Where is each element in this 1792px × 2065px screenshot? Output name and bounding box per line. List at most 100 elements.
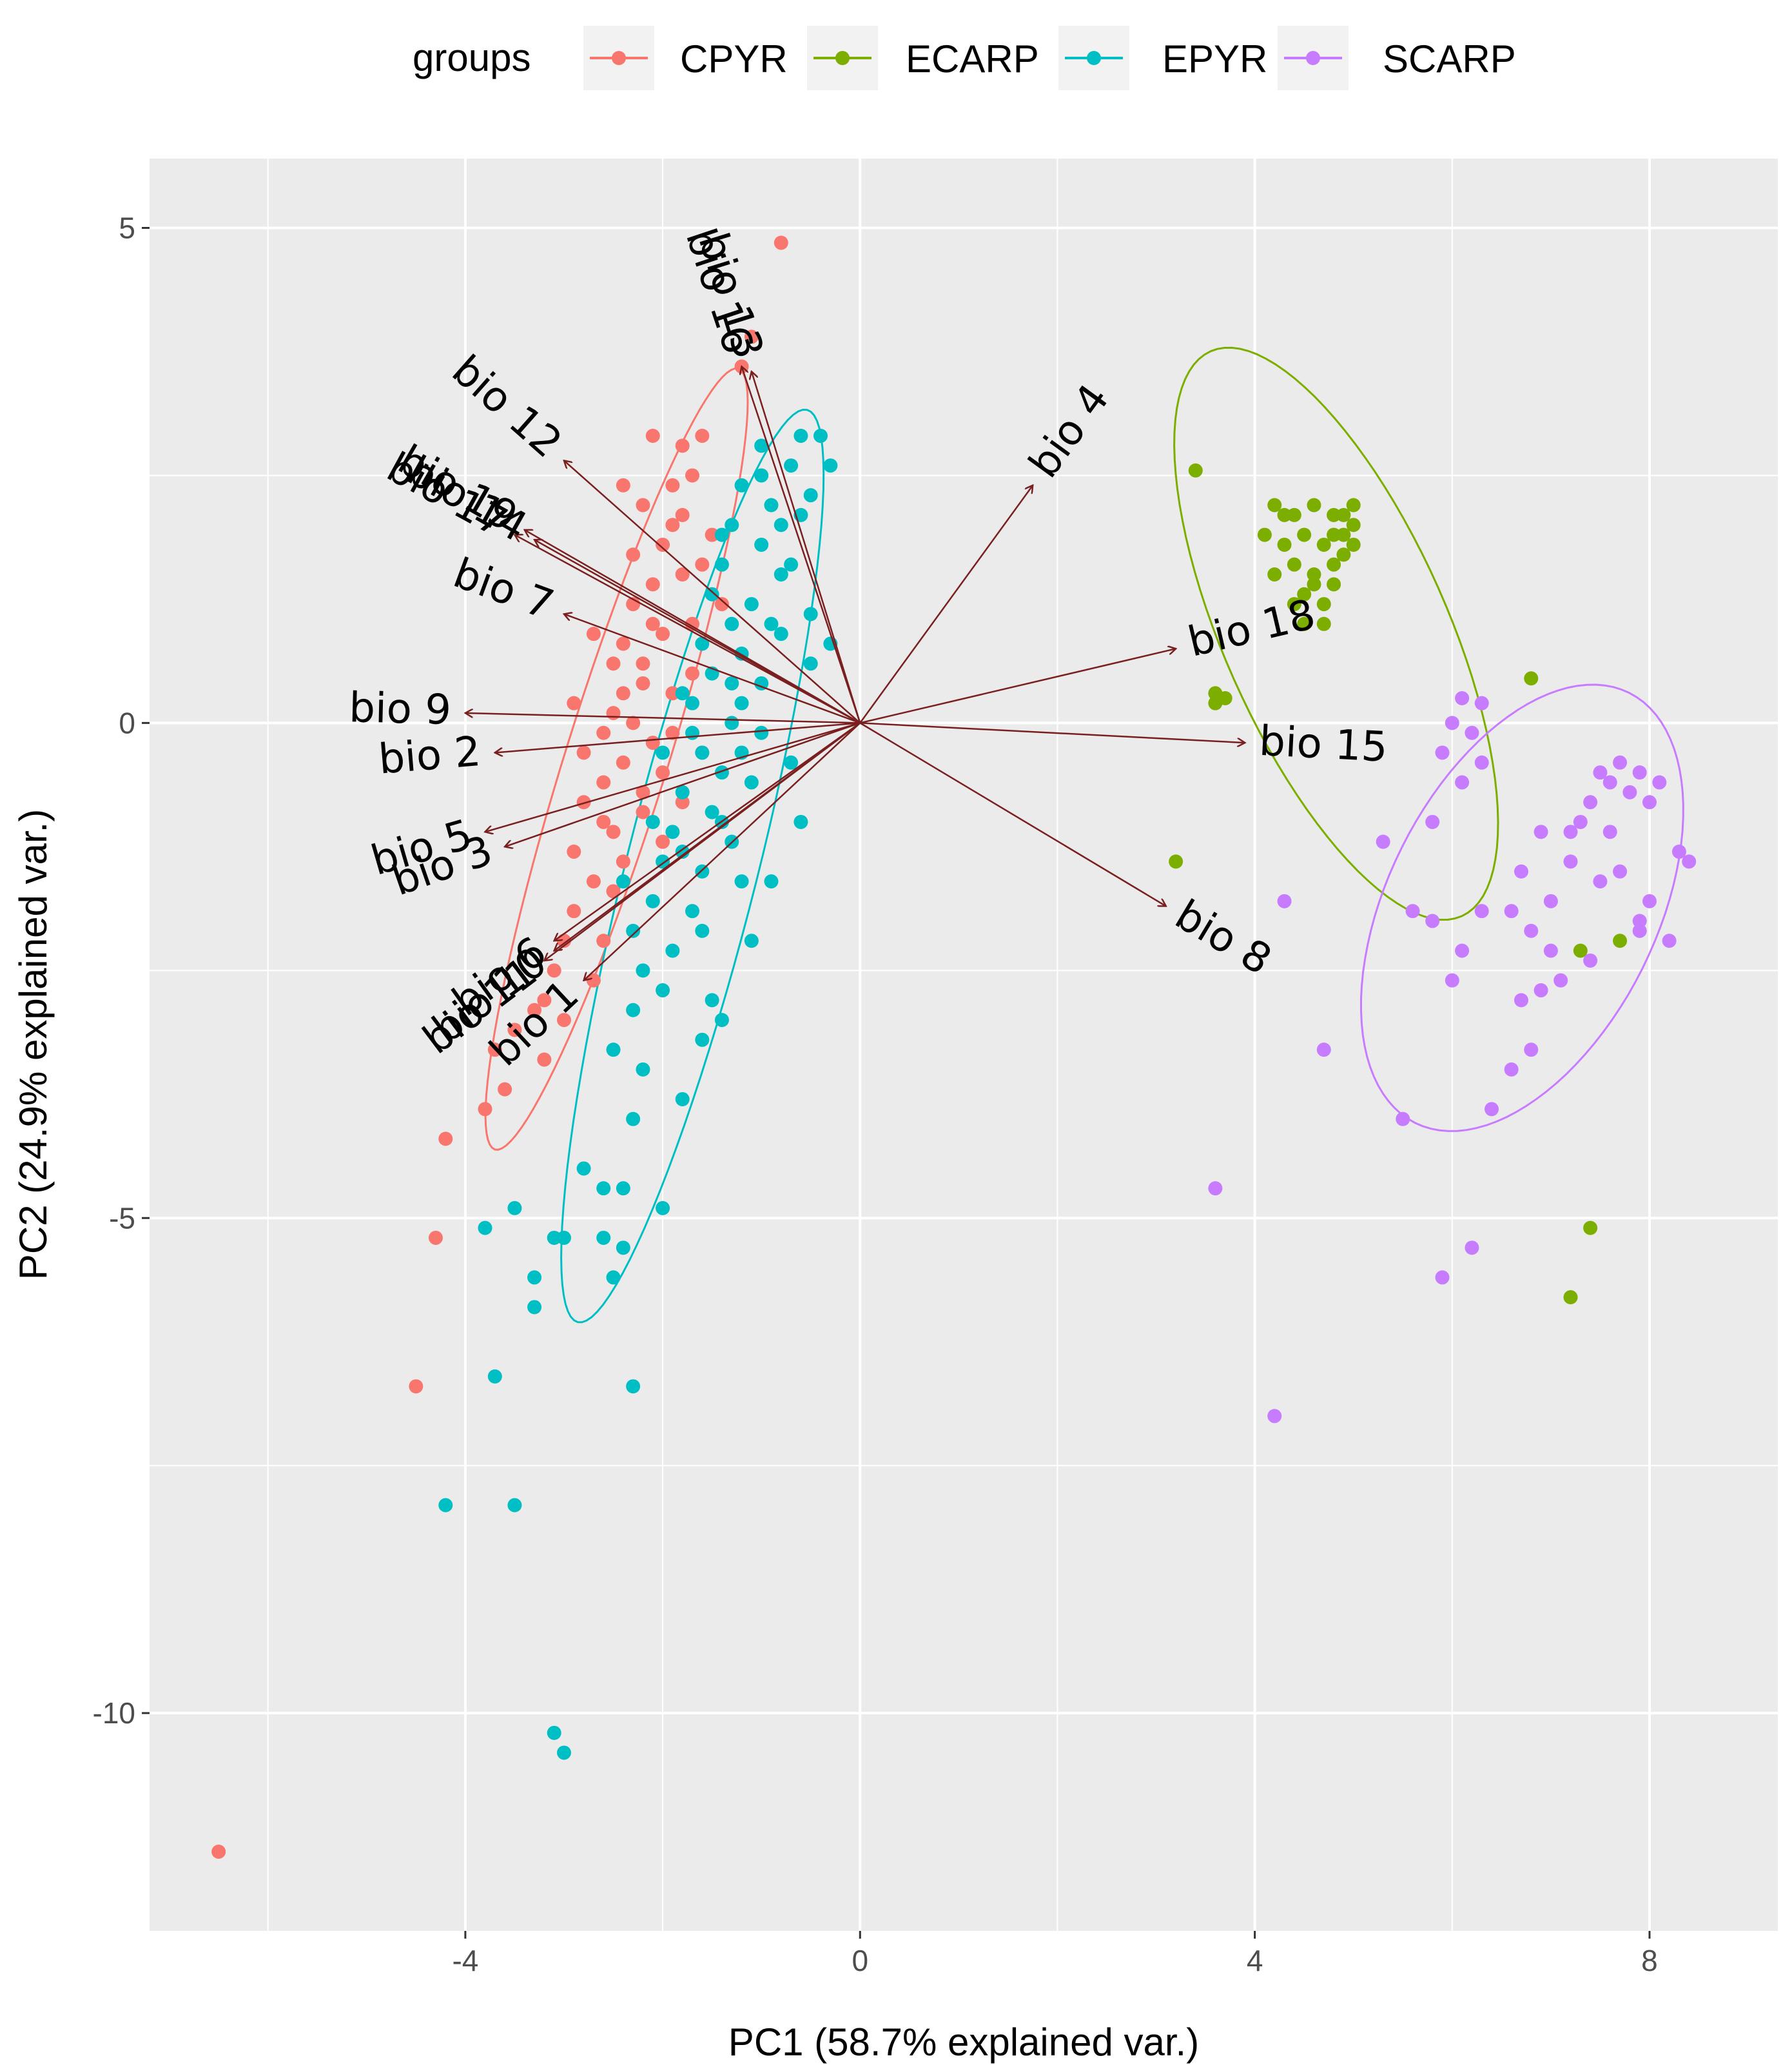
point-cpyr [656, 765, 670, 780]
point-scarp [1632, 914, 1647, 928]
arrow-bio-17 [514, 535, 861, 724]
point-ecarp [1327, 557, 1341, 572]
point-epyr [695, 864, 710, 879]
point-epyr [547, 1230, 561, 1245]
point-scarp [1465, 725, 1479, 740]
point-cpyr [645, 616, 660, 631]
point-cpyr [626, 716, 641, 730]
point-epyr [685, 725, 699, 740]
point-epyr [813, 429, 828, 444]
legend-label-scarp: SCARP [1383, 37, 1516, 81]
y-axis-title: PC2 (24.9% explained var.) [12, 809, 55, 1280]
point-cpyr [744, 329, 759, 344]
point-scarp [1563, 825, 1578, 839]
arrow-bio-19 [525, 530, 861, 724]
point-ecarp [1336, 507, 1351, 522]
point-epyr [527, 1270, 542, 1285]
point-epyr [685, 696, 699, 710]
point-epyr [764, 616, 779, 631]
point-cpyr [606, 706, 621, 721]
point-cpyr [685, 666, 699, 681]
point-ecarp [1346, 537, 1361, 552]
point-epyr [744, 934, 759, 948]
point-scarp [1425, 914, 1440, 928]
point-epyr [656, 1200, 670, 1215]
point-cpyr [616, 755, 630, 770]
point-epyr [675, 686, 690, 701]
point-epyr [803, 656, 818, 671]
point-scarp [1524, 1042, 1539, 1057]
arrow-bio-9 [465, 713, 861, 724]
point-cpyr [665, 518, 680, 533]
arrow-bio-1 [584, 722, 861, 980]
point-scarp [1474, 696, 1489, 710]
point-epyr [626, 1111, 641, 1126]
point-ecarp [1336, 527, 1351, 542]
point-epyr [764, 498, 779, 513]
point-cpyr [774, 235, 788, 250]
point-ecarp [1267, 498, 1282, 513]
point-ecarp [1208, 696, 1223, 710]
point-cpyr [576, 745, 591, 760]
point-scarp [1642, 894, 1657, 908]
point-cpyr [537, 1052, 552, 1067]
point-ecarp [1307, 498, 1321, 513]
point-scarp [1504, 904, 1519, 919]
point-epyr [606, 1042, 621, 1057]
point-scarp [1632, 765, 1647, 780]
point-ecarp [1613, 934, 1628, 948]
point-scarp [1455, 775, 1470, 790]
point-scarp [1376, 834, 1390, 849]
point-scarp [1593, 874, 1608, 889]
point-cpyr [596, 725, 611, 740]
point-cpyr [636, 676, 650, 690]
arrow-bio-15 [860, 722, 1245, 743]
point-ecarp [1277, 537, 1292, 552]
point-cpyr [656, 627, 670, 641]
point-ecarp [1257, 527, 1272, 542]
data-points [211, 235, 1697, 1859]
x-tick-label: 4 [1247, 1944, 1263, 1977]
point-epyr [714, 765, 729, 780]
point-epyr [725, 716, 739, 730]
point-scarp [1662, 934, 1677, 948]
point-ecarp [1267, 567, 1282, 582]
point-cpyr [606, 825, 621, 839]
point-epyr [645, 814, 660, 829]
point-scarp [1583, 795, 1598, 810]
point-epyr [626, 1003, 641, 1017]
point-cpyr [547, 963, 561, 978]
point-ecarp [1346, 518, 1361, 533]
point-cpyr [537, 993, 552, 1008]
point-cpyr [645, 429, 660, 444]
point-cpyr [636, 656, 650, 671]
point-epyr [556, 1745, 571, 1760]
point-epyr [596, 1230, 611, 1245]
point-scarp [1613, 864, 1628, 879]
point-ecarp [1297, 587, 1312, 602]
point-epyr [714, 557, 729, 572]
point-cpyr [714, 597, 729, 612]
point-epyr [764, 874, 779, 889]
x-tick-label: -4 [452, 1944, 478, 1977]
point-scarp [1405, 904, 1420, 919]
point-ecarp [1524, 671, 1539, 686]
point-cpyr [596, 934, 611, 948]
point-epyr [438, 1498, 453, 1512]
point-epyr [725, 518, 739, 533]
point-epyr [576, 1161, 591, 1176]
arrow-bio-13 [752, 371, 861, 723]
point-epyr [744, 775, 759, 790]
x-axis-title: PC1 (58.7% explained var.) [728, 2021, 1199, 2064]
point-ecarp [1327, 527, 1341, 542]
grid-lines [150, 159, 1778, 1931]
point-epyr [705, 993, 719, 1008]
point-cpyr [616, 636, 630, 651]
point-ecarp [1327, 507, 1341, 522]
point-ecarp [1573, 943, 1588, 958]
point-scarp [1504, 1062, 1519, 1077]
point-ecarp [1316, 616, 1331, 631]
point-scarp [1455, 943, 1470, 958]
point-epyr [705, 587, 719, 602]
point-epyr [774, 567, 788, 582]
